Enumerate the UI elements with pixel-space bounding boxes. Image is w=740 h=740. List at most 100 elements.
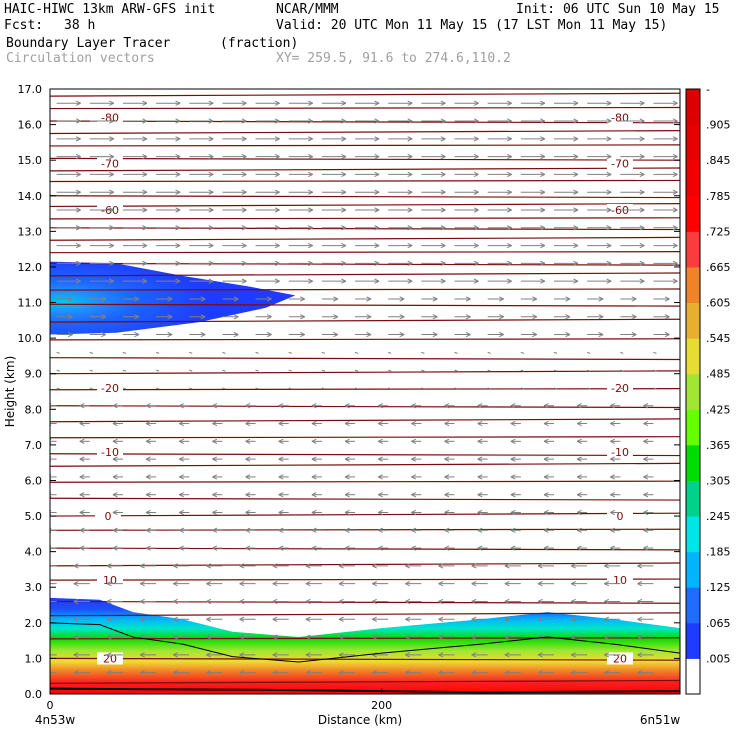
circulation-vector xyxy=(79,438,90,444)
circulation-vector xyxy=(637,581,654,587)
circulation-vector xyxy=(510,492,521,498)
circulation-vector xyxy=(245,545,256,551)
circulation-vector xyxy=(411,474,422,480)
circulation-vector xyxy=(570,670,588,676)
circulation-vector xyxy=(604,670,621,676)
circulation-vector xyxy=(487,171,512,178)
circulation-vector xyxy=(288,331,305,338)
circulation-vector xyxy=(338,598,356,605)
circulation-vector xyxy=(288,207,313,213)
circulation-vector xyxy=(520,225,546,231)
circulation-vector xyxy=(112,474,123,480)
circulation-vector xyxy=(454,242,479,249)
circulation-vector xyxy=(321,296,339,302)
circulation-vector xyxy=(643,492,654,498)
isoline xyxy=(50,202,680,208)
circulation-vector xyxy=(487,314,504,320)
circulation-vector xyxy=(576,403,588,409)
circulation-vector xyxy=(405,670,422,676)
circulation-vector xyxy=(245,527,256,533)
circulation-vector xyxy=(643,545,654,551)
circulation-vector xyxy=(388,331,405,338)
circulation-vector xyxy=(355,171,380,178)
circulation-vector xyxy=(520,351,525,354)
contour-label-bg xyxy=(97,652,123,665)
circulation-vector xyxy=(106,598,123,605)
circulation-vector xyxy=(89,387,93,390)
circulation-vector xyxy=(50,565,57,567)
x-tick-label: 0 xyxy=(47,699,54,712)
circulation-vector xyxy=(288,314,305,320)
circulation-vector xyxy=(156,189,181,195)
circulation-vector xyxy=(305,563,322,569)
circulation-vector xyxy=(222,100,247,106)
circulation-vector xyxy=(653,351,657,354)
circulation-vector xyxy=(405,652,422,658)
circulation-vector xyxy=(620,242,645,249)
circulation-vector xyxy=(355,314,372,320)
circulation-vector xyxy=(222,189,247,195)
circulation-vector xyxy=(487,242,512,249)
circulation-vector xyxy=(620,171,645,178)
circulation-vector xyxy=(520,260,546,267)
circulation-vector xyxy=(438,616,455,622)
circulation-vector xyxy=(222,314,239,320)
x-right-endpoint: 6n51w xyxy=(640,713,681,727)
circulation-vector xyxy=(637,563,654,569)
circulation-vector xyxy=(405,563,422,569)
circulation-vector xyxy=(344,545,356,551)
circulation-vector xyxy=(444,545,455,551)
anvil-tracer-fill xyxy=(50,261,296,335)
circulation-vector xyxy=(444,403,455,409)
colorbar-swatch xyxy=(686,124,700,161)
circulation-vector xyxy=(487,225,512,231)
circulation-vector xyxy=(321,100,347,106)
circulation-vector xyxy=(510,438,521,444)
circulation-vector xyxy=(520,296,538,302)
circulation-vector xyxy=(371,670,389,676)
circulation-vector xyxy=(454,171,479,178)
colorbar-label: .125 xyxy=(706,581,731,594)
circulation-vector xyxy=(377,456,389,462)
colorbar-swatch xyxy=(686,302,700,339)
isoline xyxy=(50,679,680,684)
circulation-vector xyxy=(139,598,157,605)
circulation-vector xyxy=(212,420,223,427)
circulation-vector xyxy=(610,527,621,533)
circulation-vector xyxy=(405,581,422,587)
colorbar-label: .545 xyxy=(706,332,731,345)
plot-frame xyxy=(49,88,681,695)
circulation-vector xyxy=(620,387,624,390)
y-tick-label: 1.0 xyxy=(25,652,43,665)
circulation-vector xyxy=(587,189,612,195)
circulation-vector xyxy=(122,136,148,142)
circulation-vector xyxy=(145,403,157,409)
circulation-vector xyxy=(89,296,107,302)
colorbar-label: .185 xyxy=(706,546,731,559)
circulation-vector xyxy=(239,598,256,605)
circulation-vector xyxy=(156,331,173,338)
circulation-vector xyxy=(554,260,579,267)
circulation-vector xyxy=(156,118,181,124)
colorbar-swatch xyxy=(686,658,700,695)
circulation-vector xyxy=(189,118,214,124)
circulation-vector xyxy=(543,509,554,516)
y-tick-label: 10.0 xyxy=(18,332,43,345)
circulation-vector xyxy=(255,189,280,195)
circulation-vector xyxy=(604,634,621,640)
circulation-vector xyxy=(122,387,127,390)
circulation-vector xyxy=(504,563,521,569)
circulation-vector xyxy=(212,492,223,498)
circulation-vector xyxy=(537,652,554,658)
circulation-vector xyxy=(637,652,654,658)
circulation-vector xyxy=(438,563,455,569)
circulation-vector xyxy=(156,314,173,320)
circulation-vector xyxy=(543,403,554,409)
y-tick-label: 14.0 xyxy=(18,190,43,203)
circulation-vector xyxy=(454,100,479,106)
circulation-vector xyxy=(89,189,115,195)
colorbar-label: .245 xyxy=(706,510,731,523)
circulation-vector xyxy=(653,369,657,372)
colorbar-swatch xyxy=(686,409,700,446)
circulation-vector xyxy=(553,351,558,354)
